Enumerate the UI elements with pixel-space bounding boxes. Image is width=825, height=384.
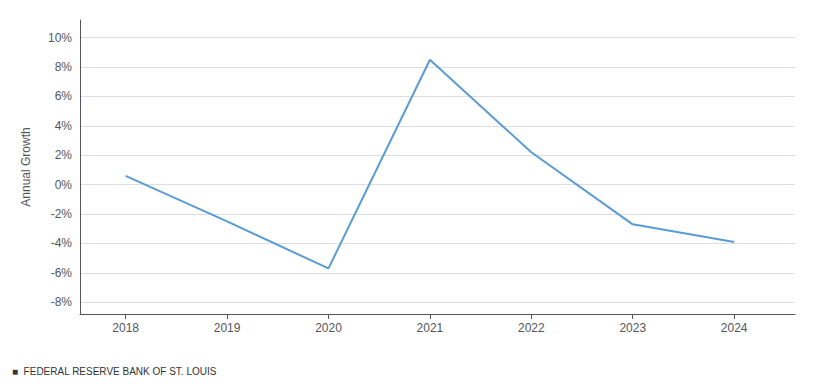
svg-text:-4%: -4% bbox=[51, 236, 73, 250]
svg-text:2019: 2019 bbox=[214, 321, 241, 335]
svg-text:-8%: -8% bbox=[51, 295, 73, 309]
svg-text:2020: 2020 bbox=[315, 321, 342, 335]
svg-text:10%: 10% bbox=[48, 31, 72, 45]
svg-text:2021: 2021 bbox=[417, 321, 444, 335]
svg-text:-2%: -2% bbox=[51, 207, 73, 221]
svg-text:■ FEDERAL RESERVE BANK OF ST.: ■ FEDERAL RESERVE BANK OF ST. LOUIS bbox=[12, 366, 217, 377]
svg-text:2018: 2018 bbox=[112, 321, 139, 335]
svg-text:4%: 4% bbox=[55, 119, 73, 133]
svg-text:Annual Growth: Annual Growth bbox=[19, 127, 33, 206]
svg-text:6%: 6% bbox=[55, 89, 73, 103]
svg-text:2024: 2024 bbox=[721, 321, 748, 335]
svg-text:2023: 2023 bbox=[619, 321, 646, 335]
svg-text:8%: 8% bbox=[55, 60, 73, 74]
svg-text:0%: 0% bbox=[55, 178, 73, 192]
svg-text:2%: 2% bbox=[55, 148, 73, 162]
svg-text:2022: 2022 bbox=[518, 321, 545, 335]
svg-text:-6%: -6% bbox=[51, 266, 73, 280]
